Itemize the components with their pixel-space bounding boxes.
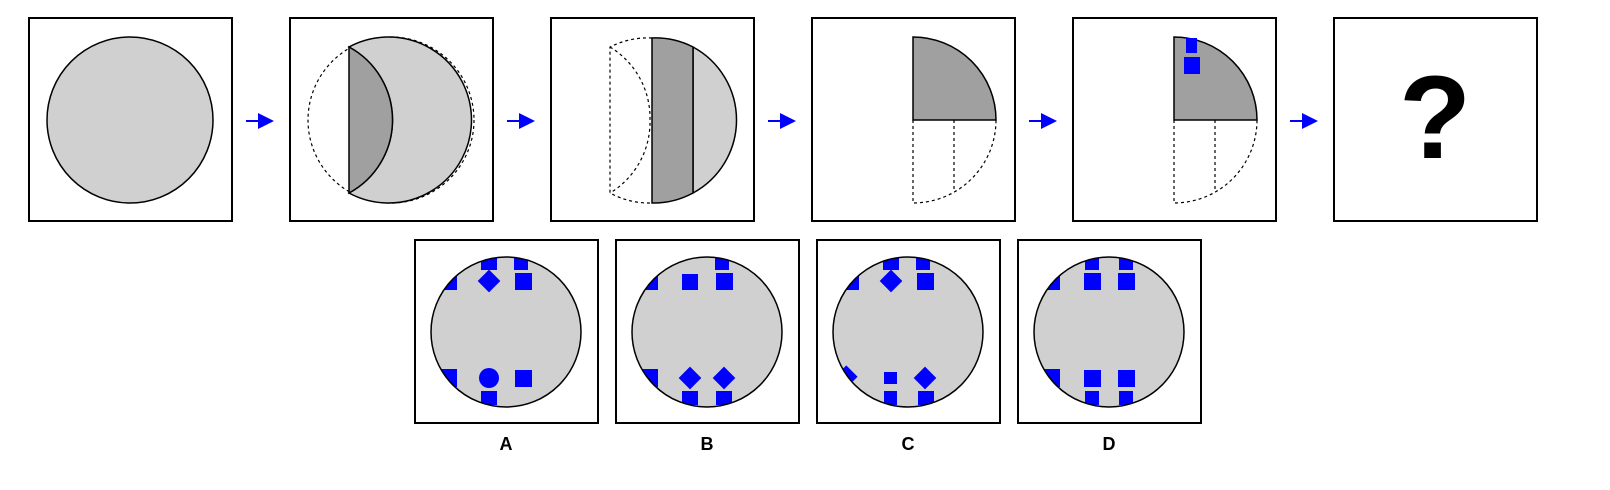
step-5-lower-outline	[1173, 119, 1258, 204]
option-c-label: C	[902, 434, 915, 454]
option-d[interactable]	[1017, 239, 1202, 424]
step-1-paper-circle	[46, 36, 214, 204]
option-b-circle	[632, 257, 782, 407]
step-1-panel	[28, 17, 233, 222]
step-4-lower-outline	[912, 119, 997, 204]
option-c[interactable]	[816, 239, 1001, 424]
option-d-label: D	[1103, 434, 1116, 454]
option-a[interactable]	[414, 239, 599, 424]
step-5-panel	[1072, 17, 1277, 222]
option-c-circle	[833, 257, 983, 407]
step-3-previous-outline	[609, 37, 653, 204]
step-4-quarter	[912, 36, 997, 121]
option-b[interactable]	[615, 239, 800, 424]
step-6-frame	[1333, 17, 1538, 222]
step-3-panel	[550, 17, 755, 222]
step-2-panel	[289, 17, 494, 222]
step-3-paper-right	[692, 45, 738, 195]
step-5-hole-square	[1184, 57, 1200, 74]
step-6-panel: ?	[1333, 17, 1538, 222]
step-2-folded-flap	[348, 45, 394, 195]
step-5-hole-top	[1186, 38, 1197, 53]
option-b-label: B	[701, 434, 714, 454]
option-a-label: A	[500, 434, 513, 454]
step-3-folded-strip	[651, 37, 694, 204]
option-d-circle	[1034, 257, 1184, 407]
step-4-panel	[811, 17, 1016, 222]
option-a-circle	[431, 257, 581, 407]
question-mark: ?	[1399, 52, 1471, 184]
step-3-flap-outline	[609, 46, 651, 194]
